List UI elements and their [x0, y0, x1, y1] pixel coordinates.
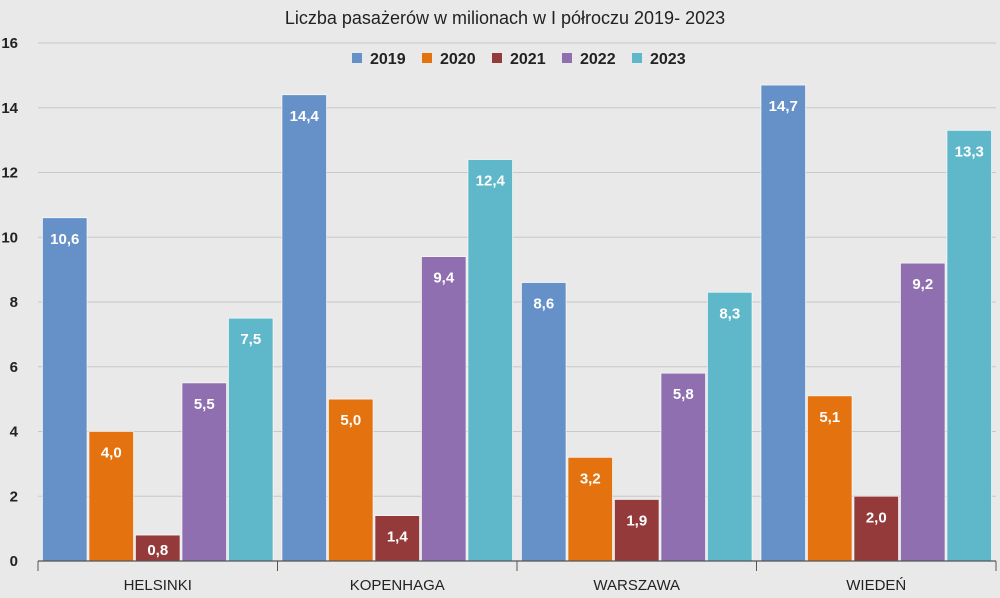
data-label: 7,5	[240, 331, 261, 348]
bar-2019-kopenhaga	[281, 94, 327, 562]
y-tick-label: 6	[10, 359, 18, 376]
data-label: 12,4	[476, 173, 506, 190]
legend-swatch-2019	[352, 53, 362, 63]
bar-2019-warszawa	[521, 282, 567, 562]
y-tick-label: 2	[10, 488, 18, 505]
bar-2023-warszawa	[707, 291, 753, 562]
data-label: 9,4	[433, 270, 455, 287]
bar-2022-warszawa	[660, 372, 706, 562]
data-label: 5,5	[194, 396, 215, 413]
bar-2021-wiedeń	[853, 495, 899, 562]
bar-2020-helsinki	[88, 431, 134, 562]
data-label: 1,4	[387, 529, 409, 546]
data-label: 3,2	[580, 470, 601, 487]
bar-2020-wiedeń	[807, 395, 853, 562]
legend-label-2021: 2021	[510, 51, 546, 68]
legend-swatch-2021	[492, 53, 502, 63]
legend-label-2019: 2019	[370, 51, 406, 68]
y-tick-label: 14	[1, 100, 18, 117]
legend-label-2022: 2022	[580, 51, 616, 68]
bar-2020-warszawa	[567, 457, 613, 562]
bar-2023-kopenhaga	[467, 159, 513, 562]
y-tick-label: 16	[1, 35, 18, 52]
legend-label-2023: 2023	[650, 51, 686, 68]
bar-2021-kopenhaga	[374, 515, 420, 562]
data-label: 13,3	[955, 143, 984, 160]
bar-2023-helsinki	[228, 317, 274, 562]
bar-2019-wiedeń	[760, 84, 806, 562]
data-label: 8,6	[533, 296, 554, 313]
data-label: 5,8	[673, 386, 694, 403]
legend-swatch-2020	[422, 53, 432, 63]
bar-2020-kopenhaga	[328, 398, 374, 562]
bar-2023-wiedeń	[946, 130, 992, 562]
y-tick-label: 8	[10, 294, 18, 311]
data-label: 1,9	[626, 512, 647, 529]
x-tick-label: WARSZAWA	[593, 577, 680, 594]
data-label: 9,2	[912, 276, 933, 293]
bar-2021-warszawa	[614, 499, 660, 562]
x-tick-label: KOPENHAGA	[350, 577, 445, 594]
data-label: 14,4	[290, 108, 320, 125]
bar-2022-wiedeń	[900, 262, 946, 562]
bar-2022-helsinki	[181, 382, 227, 562]
data-label: 10,6	[50, 231, 79, 248]
axes-layer: 0 2 4 6 8 10 12 14 16 HELSINKI KOPENHAGA WARSZAWA WI…	[1, 35, 997, 594]
y-tick-label: 0	[10, 553, 18, 570]
bar-2019-helsinki	[42, 217, 88, 562]
data-labels-layer: 10,6 4,0 0,8 5,5 7,5 14,4 5,0 1,4 9,4 12,4 8,6 3,2 1…	[50, 98, 984, 559]
data-label: 4,0	[101, 445, 122, 462]
data-label: 0,8	[147, 542, 168, 559]
y-tick-label: 12	[1, 165, 18, 182]
legend-label-2020: 2020	[440, 51, 476, 68]
data-label: 5,1	[819, 409, 840, 426]
legend-swatch-2022	[562, 53, 572, 63]
legend: 2019 2020 2021 2022 2023	[352, 51, 686, 68]
data-label: 5,0	[340, 412, 361, 429]
x-tick-label: HELSINKI	[124, 577, 192, 594]
data-label: 2,0	[866, 509, 887, 526]
data-label: 8,3	[719, 305, 740, 322]
y-tick-label: 10	[1, 229, 18, 246]
bars-layer	[42, 84, 992, 562]
data-label: 14,7	[769, 98, 798, 115]
bar-2022-kopenhaga	[421, 256, 467, 562]
y-tick-label: 4	[10, 424, 19, 441]
legend-swatch-2023	[632, 53, 642, 63]
chart-title: Liczba pasażerów w milionach w I półrocz…	[285, 8, 725, 28]
x-tick-label: WIEDEŃ	[846, 577, 906, 594]
